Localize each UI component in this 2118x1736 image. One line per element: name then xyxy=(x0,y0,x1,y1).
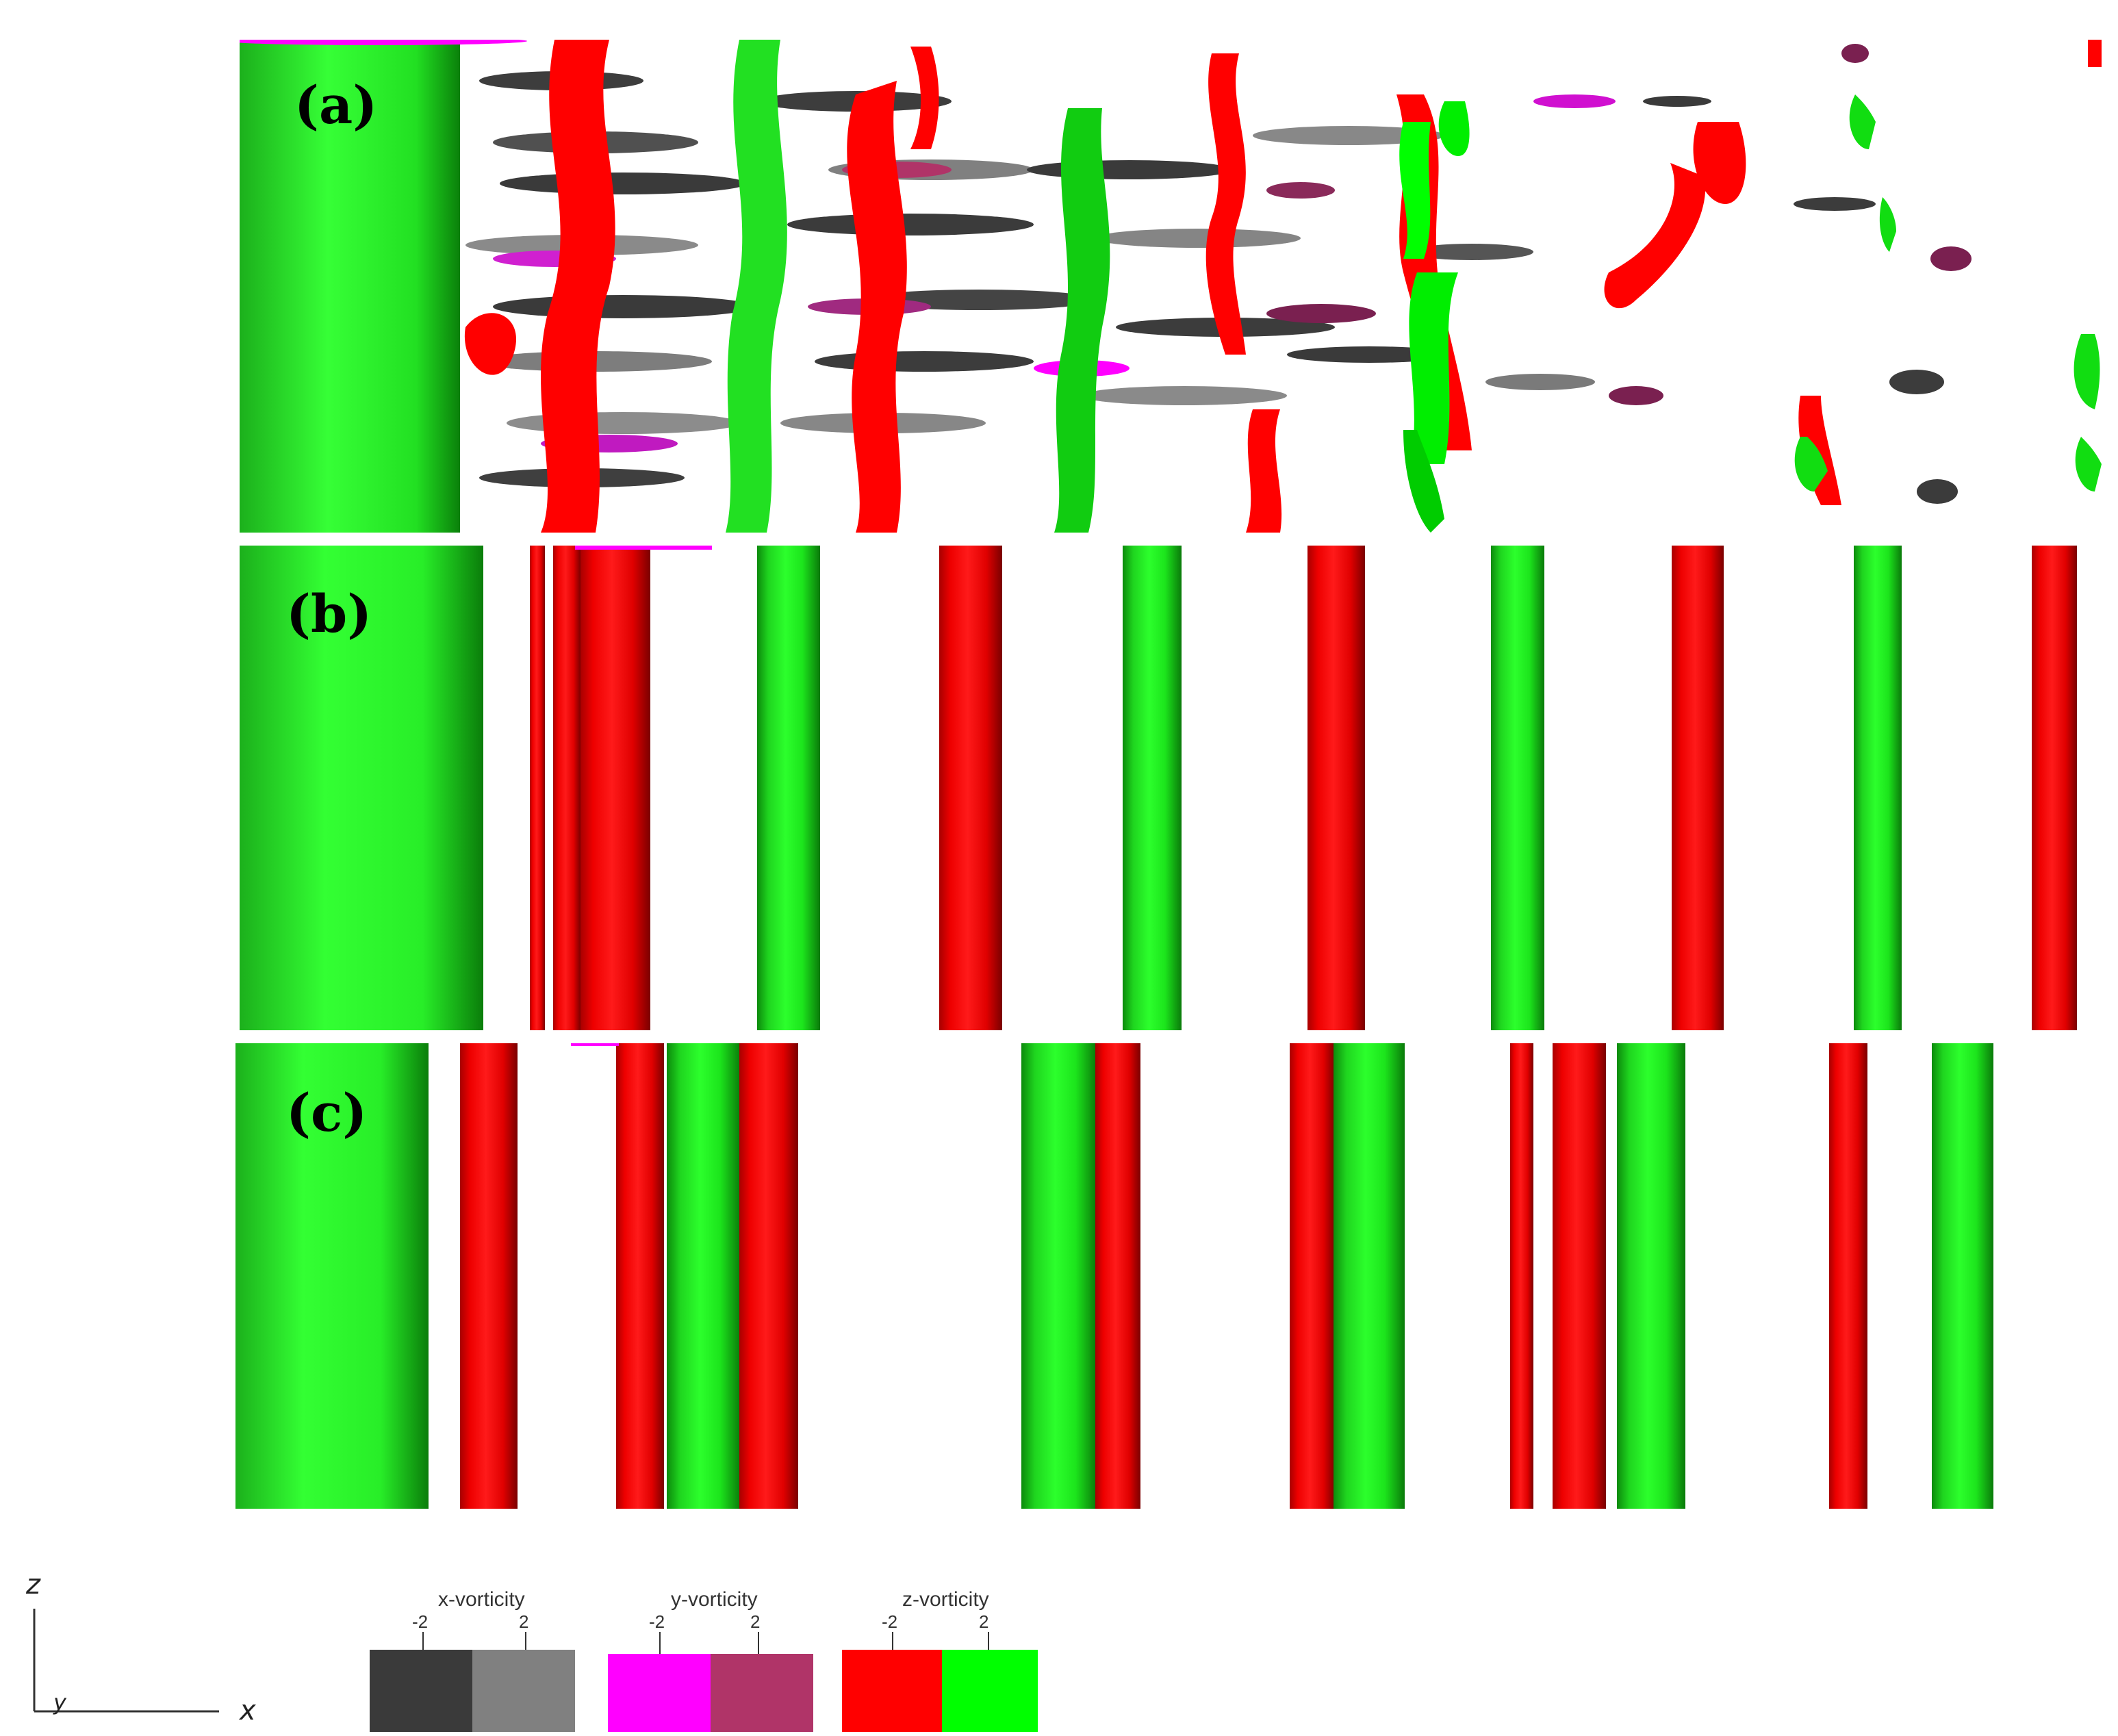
panel-label-a: (a) xyxy=(294,75,378,136)
z-vortex-negative xyxy=(1829,1043,1867,1509)
panel-label-b: (b) xyxy=(286,583,372,644)
legend-x-vorticity: x-vorticity -2 2 xyxy=(370,1588,575,1732)
z-vortex-positive xyxy=(1491,546,1544,1030)
y-axis-label: y xyxy=(53,1689,67,1715)
z-vorticity-positive-structures xyxy=(726,40,2102,533)
z-vortex-positive xyxy=(1021,1043,1097,1509)
z-vortex-negative xyxy=(1307,546,1365,1030)
legend-tick-pos: 2 xyxy=(750,1611,760,1632)
legend-title: z-vorticity xyxy=(902,1588,989,1611)
legend-tick-neg: -2 xyxy=(649,1611,665,1632)
legend-tick-pos: 2 xyxy=(979,1611,988,1632)
z-vortex-negative xyxy=(530,546,545,1030)
z-vortex-negative xyxy=(553,546,580,1030)
z-vortex-negative xyxy=(739,1043,798,1509)
axis-triad: z x y xyxy=(25,1569,256,1725)
vorticity-legend: x-vorticity -2 2 y-vorticity -2 2 z-vort… xyxy=(370,1588,1038,1732)
legend-title: y-vorticity xyxy=(671,1588,758,1611)
z-vortex-positive xyxy=(757,546,820,1030)
legend-tick-pos: 2 xyxy=(519,1611,528,1632)
z-vortex-negative xyxy=(1510,1043,1533,1509)
z-vortex-positive xyxy=(667,1043,741,1509)
z-vorticity-negative-structures xyxy=(464,40,2102,533)
legend-y-vorticity: y-vorticity -2 2 xyxy=(608,1588,813,1732)
z-vortex-negative xyxy=(1290,1043,1335,1509)
legend-swatch-neg xyxy=(370,1650,472,1732)
legend-swatch-pos xyxy=(942,1650,1038,1732)
panel-c: (c) xyxy=(235,1043,2107,1509)
legend-swatch-pos xyxy=(472,1650,575,1732)
y-vortex-fragment xyxy=(571,1043,619,1046)
legend-tick-neg: -2 xyxy=(412,1611,428,1632)
panel-b: (b) xyxy=(240,546,2107,1030)
z-vortex-negative xyxy=(2032,546,2077,1030)
y-vortex-fragment xyxy=(575,546,712,550)
panel-label-c: (c) xyxy=(286,1082,368,1143)
legend-title: x-vorticity xyxy=(438,1588,525,1611)
z-vortex-negative xyxy=(1672,546,1724,1030)
z-vortex-positive xyxy=(1617,1043,1685,1509)
z-vortex-negative xyxy=(460,1043,518,1509)
z-vortex-positive xyxy=(1123,546,1182,1030)
z-axis-label: z xyxy=(25,1569,41,1600)
legend-swatch-pos xyxy=(711,1654,813,1732)
legend-z-vorticity: z-vorticity -2 2 xyxy=(842,1588,1038,1732)
panel-a: (a) xyxy=(240,40,2107,533)
z-vortex-negative xyxy=(580,546,650,1030)
z-vortex-negative xyxy=(1095,1043,1140,1509)
cylinder-surface xyxy=(240,40,460,533)
z-vortex-negative xyxy=(616,1043,664,1509)
z-vortex-positive xyxy=(1334,1043,1405,1509)
vortex-structures-3d xyxy=(240,40,2102,533)
legend-swatch-neg xyxy=(842,1650,942,1732)
legend-swatch-neg xyxy=(608,1654,711,1732)
z-vortex-negative xyxy=(939,546,1002,1030)
cylinder-surface xyxy=(235,1043,429,1509)
legend-tick-neg: -2 xyxy=(882,1611,897,1632)
z-vortex-positive xyxy=(1932,1043,1993,1509)
cylinder-surface xyxy=(240,546,483,1030)
z-vortex-positive xyxy=(1854,546,1902,1030)
z-vortex-negative xyxy=(1553,1043,1606,1509)
x-axis-label: x xyxy=(238,1695,256,1725)
